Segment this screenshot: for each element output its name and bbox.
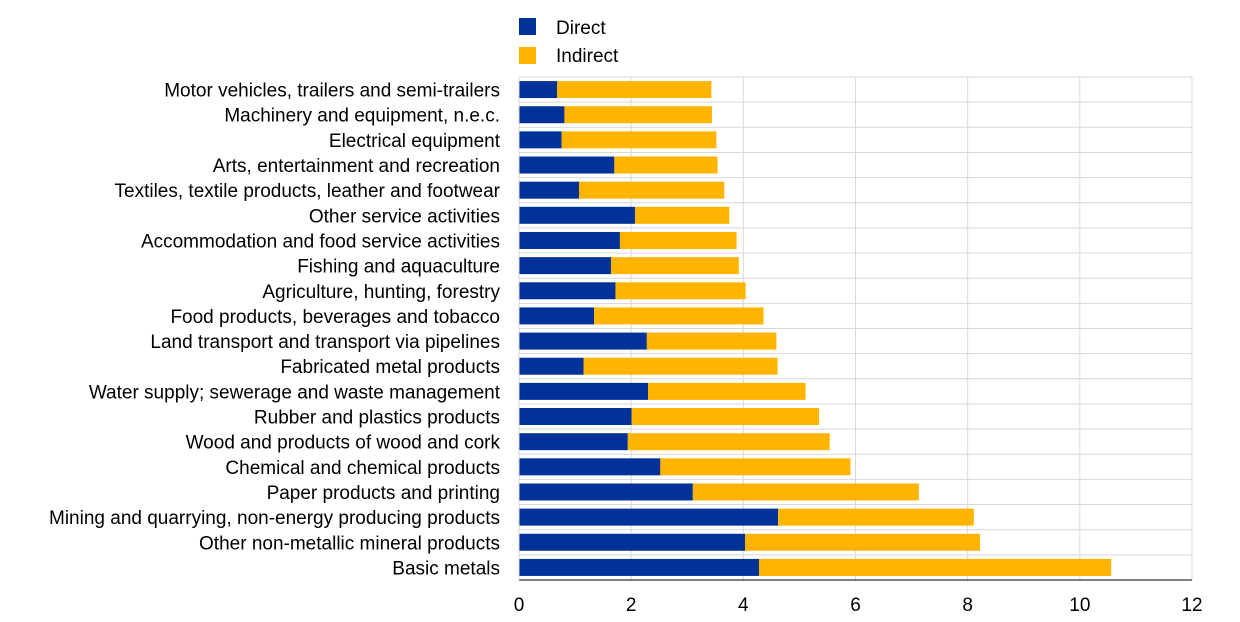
bar-direct-15	[519, 458, 661, 476]
category-label: Land transport and transport via pipelin…	[150, 332, 500, 353]
category-label: Basic metals	[392, 558, 500, 579]
legend-swatch-indirect	[519, 47, 536, 64]
bar-direct-16	[519, 483, 693, 501]
bar-indirect-12	[647, 382, 806, 400]
bar-direct-18	[519, 533, 746, 551]
category-label: Rubber and plastics products	[254, 408, 500, 429]
bar-indirect-11	[583, 357, 778, 375]
category-label: Wood and products of wood and cork	[186, 433, 501, 454]
bar-indirect-17	[778, 508, 974, 526]
category-label: Chemical and chemical products	[225, 458, 500, 479]
bar-direct-17	[519, 508, 779, 526]
bar-indirect-1	[564, 106, 712, 124]
bar-indirect-8	[615, 282, 746, 300]
bar-indirect-7	[610, 257, 739, 275]
category-label: Fabricated metal products	[280, 357, 500, 378]
bar-indirect-0	[557, 81, 712, 99]
category-label: Textiles, textile products, leather and …	[115, 181, 501, 202]
bar-indirect-6	[619, 231, 737, 249]
category-label: Machinery and equipment, n.e.c.	[224, 106, 500, 127]
bar-direct-3	[519, 156, 615, 174]
bar-indirect-19	[759, 558, 1112, 576]
bar-direct-12	[519, 382, 648, 400]
bar-direct-1	[519, 106, 565, 124]
bar-direct-13	[519, 408, 632, 426]
category-label: Motor vehicles, trailers and semi-traile…	[164, 81, 500, 102]
bar-direct-0	[519, 81, 558, 99]
bar-indirect-16	[692, 483, 919, 501]
x-tick-label: 2	[626, 595, 637, 616]
bar-indirect-13	[631, 408, 820, 426]
bar-indirect-18	[745, 533, 981, 551]
bar-direct-14	[519, 433, 628, 451]
legend-label-direct: Direct	[556, 18, 606, 39]
bar-direct-10	[519, 332, 647, 350]
bar-direct-2	[519, 131, 562, 149]
legend: Direct Indirect	[519, 18, 619, 67]
bar-indirect-5	[635, 206, 730, 224]
bar-direct-4	[519, 181, 580, 199]
category-label: Other service activities	[309, 206, 500, 227]
category-label: Food products, beverages and tobacco	[170, 307, 500, 328]
x-axis	[518, 77, 1192, 581]
category-label: Water supply; sewerage and waste managem…	[89, 382, 501, 403]
x-tick-label: 8	[962, 595, 973, 616]
x-tick-label: 10	[1069, 595, 1090, 616]
category-labels: Motor vehicles, trailers and semi-traile…	[49, 81, 501, 580]
gridlines	[518, 76, 1193, 581]
category-label: Fishing and aquaculture	[297, 257, 500, 278]
category-label: Mining and quarrying, non-energy produci…	[49, 508, 500, 529]
x-tick-label: 4	[738, 595, 749, 616]
category-label: Arts, entertainment and recreation	[213, 156, 500, 177]
category-label: Accommodation and food service activitie…	[141, 231, 500, 252]
category-label: Paper products and printing	[267, 483, 500, 504]
x-tick-label: 0	[514, 595, 525, 616]
bar-indirect-15	[660, 458, 851, 476]
bar-direct-5	[519, 206, 636, 224]
bar-indirect-14	[627, 433, 830, 451]
bar-direct-6	[519, 231, 620, 249]
bar-direct-9	[519, 307, 595, 325]
x-tick-label: 12	[1181, 595, 1202, 616]
bar-direct-11	[519, 357, 584, 375]
bar-indirect-4	[579, 181, 725, 199]
bar-indirect-3	[614, 156, 718, 174]
bar-indirect-9	[594, 307, 764, 325]
bar-direct-7	[519, 257, 611, 275]
legend-swatch-direct	[519, 18, 536, 35]
bars	[519, 81, 1112, 576]
bar-indirect-10	[646, 332, 777, 350]
bar-indirect-2	[561, 131, 717, 149]
category-label: Agriculture, hunting, forestry	[262, 282, 500, 303]
category-label: Other non-metallic mineral products	[199, 533, 500, 554]
x-tick-label: 6	[850, 595, 861, 616]
tick-labels: 0 2 4 6 8 10 12	[514, 595, 1203, 616]
legend-label-indirect: Indirect	[556, 46, 619, 67]
bar-direct-8	[519, 282, 616, 300]
category-label: Electrical equipment	[329, 131, 501, 152]
bar-direct-19	[519, 558, 760, 576]
